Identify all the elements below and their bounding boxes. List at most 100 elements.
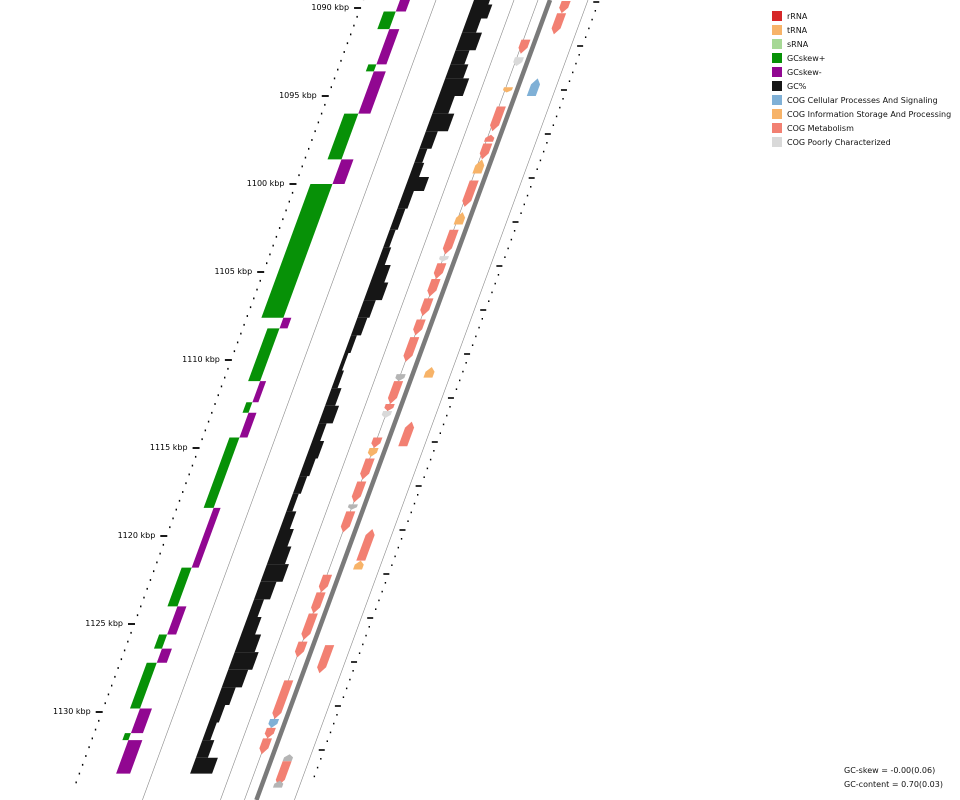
- cog-feature-arrow: [272, 780, 284, 788]
- cog-feature-arrow: [384, 404, 395, 412]
- gc-skew-minus-segment: [191, 507, 221, 568]
- gc-content-segment: [279, 511, 297, 529]
- gc-content-segment: [425, 113, 455, 132]
- gc-skew-plus-segment: [122, 733, 131, 741]
- gc-skew-stat: GC-skew = -0.00(0.06): [844, 766, 936, 775]
- cog-feature-arrow: [294, 641, 308, 658]
- legend-label: GCskew+: [787, 53, 826, 63]
- legend-swatch-srna: [772, 39, 782, 49]
- legend-item-gcskew-minus: GCskew-: [772, 65, 958, 79]
- cog-feature-arrow: [398, 421, 415, 447]
- gc-content-segment: [338, 352, 349, 371]
- guide-line-gc: [220, 0, 515, 800]
- gc-content-segment: [383, 229, 396, 248]
- gc-content-segment: [403, 176, 430, 192]
- kbp-tick-label: 1095 kbp: [279, 91, 317, 100]
- legend-label: COG Information Storage And Processing: [787, 109, 952, 119]
- outer-scale-ruler: [313, 1, 600, 778]
- cog-feature-arrow: [351, 481, 367, 503]
- cog-feature-arrow: [282, 754, 294, 762]
- gc-content-segment: [344, 335, 357, 353]
- cog-feature-arrow: [423, 367, 435, 378]
- legend-swatch-rrna: [772, 11, 782, 21]
- legend-label: tRNA: [787, 25, 808, 35]
- cog-feature-arrow: [275, 761, 292, 786]
- kbp-ruler: 1090 kbp 1095 kbp 1100 kbp 1105 kbp 1110 kbp…: [53, 0, 365, 784]
- gc-content-segment: [370, 264, 391, 283]
- guide-line-skew: [142, 0, 437, 800]
- gc-content-segment: [409, 162, 425, 177]
- gc-content-segment: [331, 370, 345, 389]
- gc-skew-minus-segment: [167, 606, 187, 635]
- statistics-summary: GC-skew = -0.00(0.06) GC-content = 0.70(…: [844, 764, 948, 792]
- gc-content-segment: [241, 616, 262, 635]
- gc-content-segment: [357, 300, 376, 318]
- gc-content-segment: [247, 599, 265, 617]
- legend-label: sRNA: [787, 39, 809, 49]
- cog-feature-arrow: [526, 78, 541, 96]
- cog-feature-arrow: [353, 560, 364, 570]
- cog-feature-arrow: [518, 39, 531, 54]
- kbp-tick-label: 1110 kbp: [182, 355, 220, 364]
- legend-item-trna: tRNA: [772, 23, 958, 37]
- gc-content-segment: [318, 405, 340, 424]
- kbp-tick-label: 1090 kbp: [311, 3, 349, 12]
- cog-feature-arrow: [317, 645, 335, 674]
- cog-feature-arrow: [438, 256, 449, 262]
- gc-skew-minus-segment: [239, 412, 257, 438]
- gc-skew-minus-segment: [358, 71, 386, 114]
- gc-content-segment: [228, 652, 259, 670]
- kbp-tick-label: 1100 kbp: [247, 179, 285, 188]
- legend: rRNA tRNA sRNA GCskew+ GCskew- GC% COG C…: [772, 9, 958, 149]
- legend-item-rrna: rRNA: [772, 9, 958, 23]
- cog-feature-arrow: [559, 0, 571, 14]
- gc-skew-track: [116, 0, 410, 774]
- legend-label: COG Cellular Processes And Signaling: [787, 95, 938, 105]
- gc-skew-plus-segment: [242, 402, 253, 413]
- gc-skew-plus-segment: [365, 64, 377, 72]
- legend-label: GCskew-: [787, 67, 822, 77]
- gc-content-segment: [450, 50, 470, 65]
- genome-backbone: [254, 0, 553, 800]
- cog-feature-arrow: [311, 592, 326, 614]
- gc-skew-minus-segment: [376, 29, 400, 65]
- legend-swatch-cog-metabolism: [772, 123, 782, 133]
- legend-swatch-trna: [772, 25, 782, 35]
- gc-content-segment: [305, 440, 325, 459]
- gc-content-segment: [438, 78, 470, 96]
- gc-content-segment: [363, 282, 389, 301]
- gc-content-track: [190, 0, 493, 774]
- gc-skew-minus-segment: [395, 0, 410, 12]
- gc-content-segment: [376, 247, 392, 265]
- gc-content-segment: [202, 722, 217, 741]
- gc-content-segment: [462, 18, 482, 33]
- cog-feature-arrow: [318, 574, 333, 593]
- gc-content-segment: [208, 704, 226, 723]
- cog-feature-arrow: [381, 411, 393, 419]
- gc-skew-minus-segment: [252, 381, 267, 403]
- gc-content-segment: [350, 317, 368, 336]
- legend-swatch-cog-cellular: [772, 95, 782, 105]
- cog-feature-arrow: [427, 279, 441, 297]
- gc-content-segment: [260, 564, 289, 582]
- cog-feature-arrow: [367, 448, 379, 457]
- gc-content-segment: [312, 423, 327, 441]
- cog-feature-arrow: [371, 437, 383, 448]
- gc-skew-plus-segment: [203, 437, 240, 508]
- guide-line-feature-outer: [294, 0, 589, 800]
- legend-label: GC%: [787, 81, 807, 91]
- cog-feature-arrow: [472, 159, 485, 174]
- legend-label: rRNA: [787, 11, 808, 21]
- gc-skew-minus-segment: [279, 317, 292, 329]
- legend-item-cog-poorly: COG Poorly Characterized: [772, 135, 958, 149]
- gc-content-segment: [467, 4, 493, 19]
- kbp-tick-label: 1120 kbp: [118, 531, 156, 540]
- gc-skew-plus-segment: [167, 567, 192, 607]
- gc-skew-plus-segment: [327, 113, 359, 160]
- gc-skew-plus-segment: [261, 184, 333, 318]
- kbp-tick-label: 1105 kbp: [214, 267, 252, 276]
- legend-item-cog-metabolism: COG Metabolism: [772, 121, 958, 135]
- gc-content-segment: [266, 546, 292, 565]
- gc-skew-minus-segment: [156, 648, 172, 663]
- cog-feature-arrow: [513, 57, 524, 67]
